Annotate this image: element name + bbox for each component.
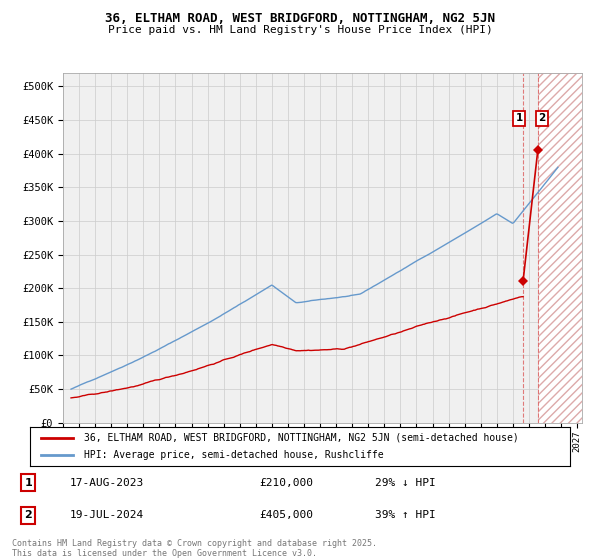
- Text: 36, ELTHAM ROAD, WEST BRIDGFORD, NOTTINGHAM, NG2 5JN: 36, ELTHAM ROAD, WEST BRIDGFORD, NOTTING…: [105, 12, 495, 25]
- Text: 2: 2: [24, 510, 32, 520]
- Text: 29% ↓ HPI: 29% ↓ HPI: [375, 478, 436, 488]
- Text: £405,000: £405,000: [260, 510, 314, 520]
- Text: 1: 1: [515, 113, 523, 123]
- Text: 1: 1: [24, 478, 32, 488]
- Text: 17-AUG-2023: 17-AUG-2023: [70, 478, 144, 488]
- Text: HPI: Average price, semi-detached house, Rushcliffe: HPI: Average price, semi-detached house,…: [84, 450, 383, 460]
- Text: Price paid vs. HM Land Registry's House Price Index (HPI): Price paid vs. HM Land Registry's House …: [107, 25, 493, 35]
- Text: 39% ↑ HPI: 39% ↑ HPI: [375, 510, 436, 520]
- Text: £210,000: £210,000: [260, 478, 314, 488]
- Text: 2: 2: [538, 113, 545, 123]
- Text: 19-JUL-2024: 19-JUL-2024: [70, 510, 144, 520]
- Text: Contains HM Land Registry data © Crown copyright and database right 2025.
This d: Contains HM Land Registry data © Crown c…: [12, 539, 377, 558]
- Text: 36, ELTHAM ROAD, WEST BRIDGFORD, NOTTINGHAM, NG2 5JN (semi-detached house): 36, ELTHAM ROAD, WEST BRIDGFORD, NOTTING…: [84, 433, 519, 443]
- Bar: [538, 73, 585, 423]
